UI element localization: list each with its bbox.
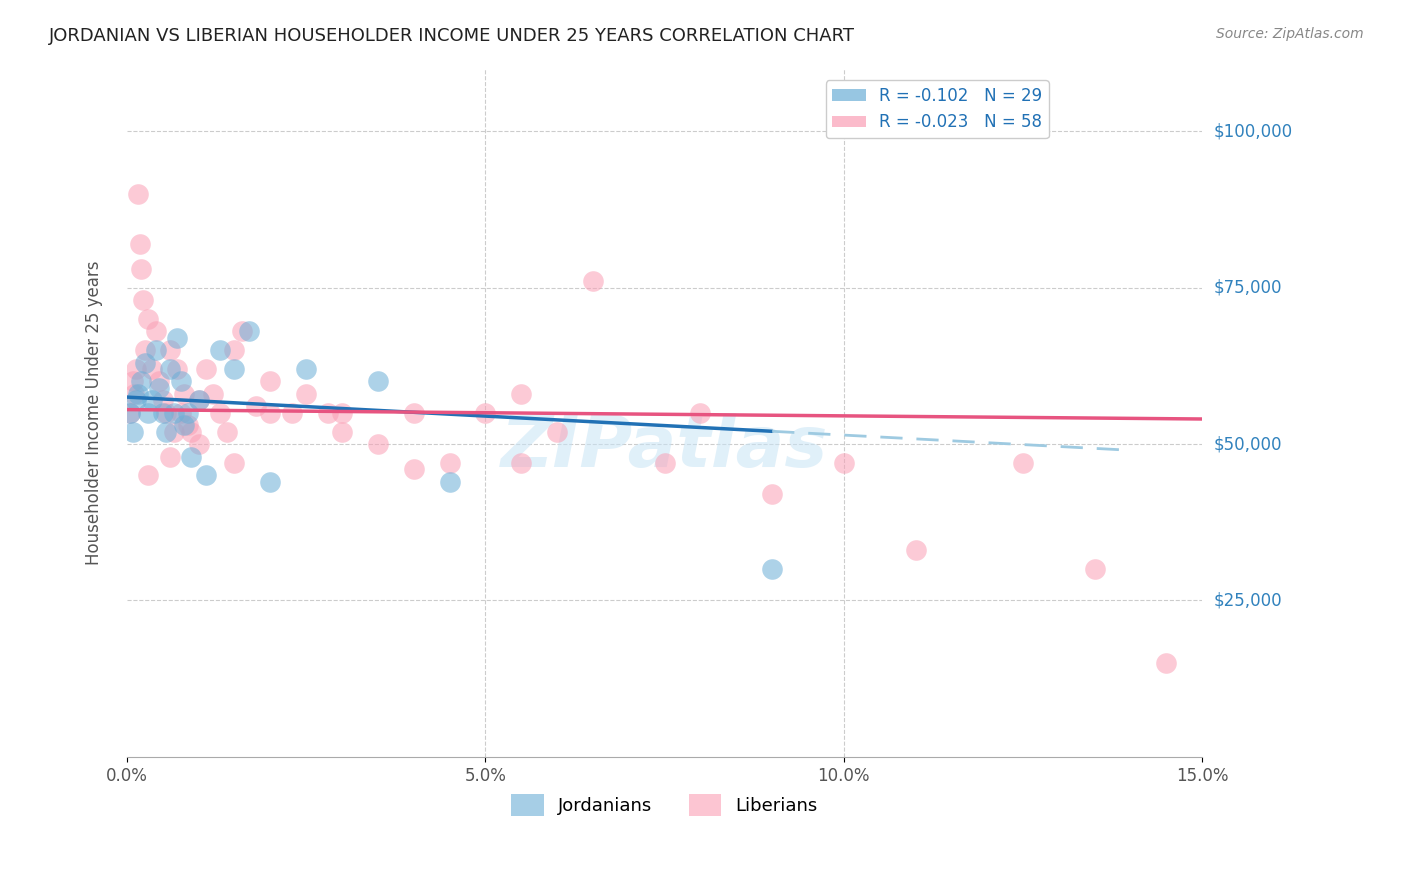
Y-axis label: Householder Income Under 25 years: Householder Income Under 25 years xyxy=(86,260,103,565)
Point xyxy=(259,475,281,489)
Point xyxy=(141,362,163,376)
Point xyxy=(152,393,174,408)
Point xyxy=(155,406,177,420)
Point xyxy=(120,406,142,420)
Point xyxy=(402,462,425,476)
Point xyxy=(1084,562,1107,576)
Point xyxy=(224,456,246,470)
Point xyxy=(316,406,339,420)
Point xyxy=(159,343,181,358)
Point xyxy=(162,406,184,420)
Text: JORDANIAN VS LIBERIAN HOUSEHOLDER INCOME UNDER 25 YEARS CORRELATION CHART: JORDANIAN VS LIBERIAN HOUSEHOLDER INCOME… xyxy=(49,27,855,45)
Point xyxy=(367,437,389,451)
Point xyxy=(187,393,209,408)
Text: Source: ZipAtlas.com: Source: ZipAtlas.com xyxy=(1216,27,1364,41)
Point xyxy=(138,468,160,483)
Point xyxy=(121,425,143,439)
Point xyxy=(209,343,232,358)
Point xyxy=(761,562,783,576)
Point xyxy=(131,293,153,307)
Point xyxy=(127,186,149,201)
Point xyxy=(173,387,195,401)
Point xyxy=(148,375,170,389)
Point xyxy=(141,393,163,408)
Point xyxy=(330,425,353,439)
Text: $25,000: $25,000 xyxy=(1213,591,1282,609)
Point xyxy=(134,356,156,370)
Point xyxy=(138,311,160,326)
Point xyxy=(159,362,181,376)
Point xyxy=(166,362,188,376)
Point xyxy=(148,381,170,395)
Text: $100,000: $100,000 xyxy=(1213,122,1292,140)
Point xyxy=(224,362,246,376)
Point xyxy=(187,393,209,408)
Point xyxy=(330,406,353,420)
Point xyxy=(180,425,202,439)
Point xyxy=(177,406,200,420)
Point xyxy=(689,406,711,420)
Point xyxy=(904,543,927,558)
Point xyxy=(439,456,461,470)
Point xyxy=(187,437,209,451)
Point xyxy=(129,261,152,276)
Text: $50,000: $50,000 xyxy=(1213,435,1282,453)
Point xyxy=(128,236,150,251)
Text: $75,000: $75,000 xyxy=(1213,278,1282,296)
Point xyxy=(201,387,224,401)
Point xyxy=(170,375,193,389)
Point xyxy=(138,406,160,420)
Point xyxy=(194,468,217,483)
Point xyxy=(124,362,146,376)
Point xyxy=(761,487,783,501)
Point xyxy=(170,406,193,420)
Point xyxy=(245,400,267,414)
Point xyxy=(281,406,304,420)
Point xyxy=(439,475,461,489)
Legend: Jordanians, Liberians: Jordanians, Liberians xyxy=(505,787,825,823)
Point xyxy=(510,456,533,470)
Point xyxy=(129,375,152,389)
Point xyxy=(259,375,281,389)
Point xyxy=(546,425,568,439)
Point xyxy=(134,343,156,358)
Point xyxy=(217,425,239,439)
Point xyxy=(166,331,188,345)
Point xyxy=(295,387,318,401)
Point xyxy=(177,418,200,433)
Point xyxy=(122,387,145,401)
Point xyxy=(180,450,202,464)
Point xyxy=(194,362,217,376)
Point xyxy=(152,406,174,420)
Point xyxy=(224,343,246,358)
Point xyxy=(367,375,389,389)
Point xyxy=(162,425,184,439)
Point xyxy=(402,406,425,420)
Point xyxy=(832,456,855,470)
Point xyxy=(474,406,496,420)
Point xyxy=(173,418,195,433)
Point xyxy=(259,406,281,420)
Point xyxy=(155,425,177,439)
Point xyxy=(231,324,253,338)
Point xyxy=(209,406,232,420)
Point xyxy=(582,274,605,288)
Point xyxy=(510,387,533,401)
Point xyxy=(654,456,676,470)
Point xyxy=(121,375,143,389)
Point xyxy=(1012,456,1035,470)
Text: ZIPatlas: ZIPatlas xyxy=(501,413,828,482)
Point xyxy=(295,362,318,376)
Point xyxy=(238,324,260,338)
Point xyxy=(145,324,167,338)
Point xyxy=(124,393,146,408)
Point xyxy=(1156,656,1178,670)
Point xyxy=(120,406,142,420)
Point xyxy=(159,450,181,464)
Point xyxy=(145,343,167,358)
Point xyxy=(127,387,149,401)
